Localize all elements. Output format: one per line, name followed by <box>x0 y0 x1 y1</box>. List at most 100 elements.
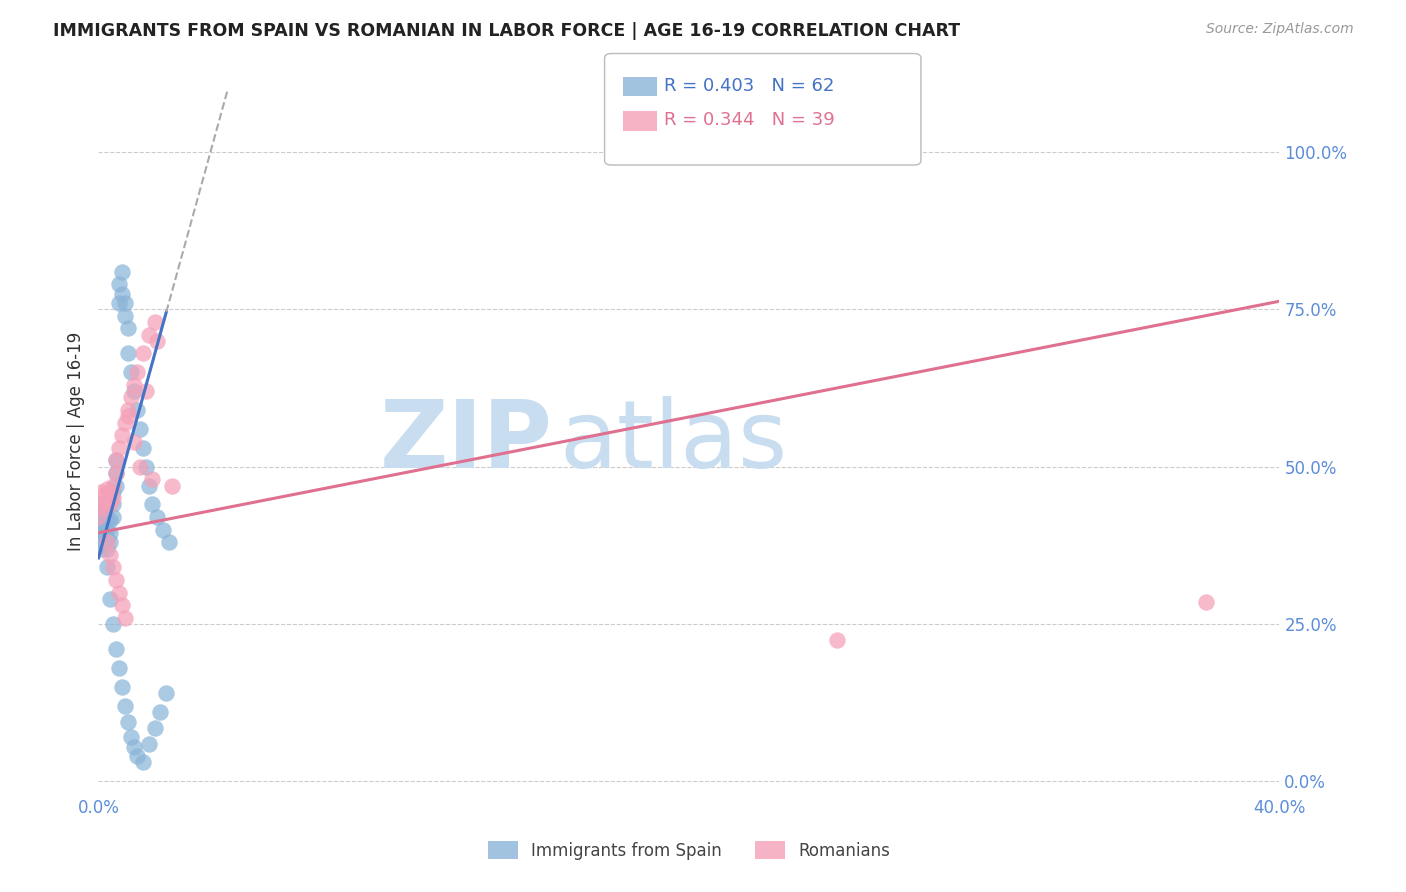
Point <box>146 510 169 524</box>
Point <box>125 365 148 379</box>
Y-axis label: In Labor Force | Age 16-19: In Labor Force | Age 16-19 <box>66 332 84 551</box>
Point <box>98 525 121 540</box>
Point <box>128 459 150 474</box>
Point <box>138 737 160 751</box>
Point <box>98 548 121 562</box>
Point <box>108 441 131 455</box>
Point <box>162 478 183 492</box>
Point <box>105 453 128 467</box>
Point <box>111 598 134 612</box>
Point <box>128 422 150 436</box>
Point <box>96 535 118 549</box>
Point <box>93 488 115 502</box>
Point <box>135 459 157 474</box>
Point <box>96 560 118 574</box>
Point <box>103 498 125 512</box>
Point <box>96 482 118 496</box>
Text: R = 0.403   N = 62: R = 0.403 N = 62 <box>664 77 834 95</box>
Point <box>149 705 172 719</box>
Point <box>117 346 139 360</box>
Point <box>105 478 128 492</box>
Point <box>120 391 142 405</box>
Point <box>114 698 136 713</box>
Point <box>117 321 139 335</box>
Point <box>117 403 139 417</box>
Point <box>98 591 121 606</box>
Point <box>132 441 155 455</box>
Point <box>108 277 131 292</box>
Point <box>152 523 174 537</box>
Point <box>117 409 139 424</box>
Point <box>93 535 115 549</box>
Point <box>108 585 131 599</box>
Point <box>90 516 112 531</box>
Point <box>117 714 139 729</box>
Point <box>87 519 110 533</box>
Point <box>93 507 115 521</box>
Point <box>108 661 131 675</box>
Point <box>132 346 155 360</box>
Point <box>103 560 125 574</box>
Point <box>103 478 125 492</box>
Point <box>125 403 148 417</box>
Point <box>138 327 160 342</box>
Point <box>93 516 115 531</box>
Point <box>111 265 134 279</box>
Point <box>87 510 110 524</box>
Point <box>135 384 157 399</box>
Point <box>111 680 134 694</box>
Point <box>825 632 848 647</box>
Point <box>146 334 169 348</box>
Point <box>98 535 121 549</box>
Point <box>103 491 125 505</box>
Point <box>143 721 166 735</box>
Text: ZIP: ZIP <box>380 395 553 488</box>
Point <box>122 434 145 449</box>
Point <box>105 466 128 480</box>
Point <box>122 739 145 754</box>
Point <box>105 642 128 657</box>
Point <box>157 535 180 549</box>
Point <box>90 507 112 521</box>
Point <box>105 466 128 480</box>
Point <box>105 453 128 467</box>
Point <box>120 731 142 745</box>
Point <box>103 617 125 632</box>
Point <box>114 296 136 310</box>
Text: R = 0.344   N = 39: R = 0.344 N = 39 <box>664 112 834 129</box>
Point <box>122 384 145 399</box>
Point <box>111 286 134 301</box>
Point <box>90 532 112 546</box>
Point <box>96 494 118 508</box>
Point <box>122 378 145 392</box>
Point <box>98 484 121 499</box>
Point <box>1195 595 1218 609</box>
Point <box>96 523 118 537</box>
Point <box>90 498 112 512</box>
Point <box>141 472 163 486</box>
Point <box>103 510 125 524</box>
Point <box>138 478 160 492</box>
Point <box>87 529 110 543</box>
Point <box>111 428 134 442</box>
Point <box>155 686 177 700</box>
Point <box>114 611 136 625</box>
Point <box>93 500 115 515</box>
Point <box>125 749 148 764</box>
Text: atlas: atlas <box>560 395 787 488</box>
Point <box>96 513 118 527</box>
Point <box>98 513 121 527</box>
Point <box>96 532 118 546</box>
Legend: Immigrants from Spain, Romanians: Immigrants from Spain, Romanians <box>481 835 897 867</box>
Point <box>120 365 142 379</box>
Point <box>114 309 136 323</box>
Text: Source: ZipAtlas.com: Source: ZipAtlas.com <box>1206 22 1354 37</box>
Point <box>90 484 112 499</box>
Point <box>103 484 125 499</box>
Point <box>108 296 131 310</box>
Point <box>98 498 121 512</box>
Point <box>132 756 155 770</box>
Point <box>96 541 118 556</box>
Point <box>90 525 112 540</box>
Point <box>87 538 110 552</box>
